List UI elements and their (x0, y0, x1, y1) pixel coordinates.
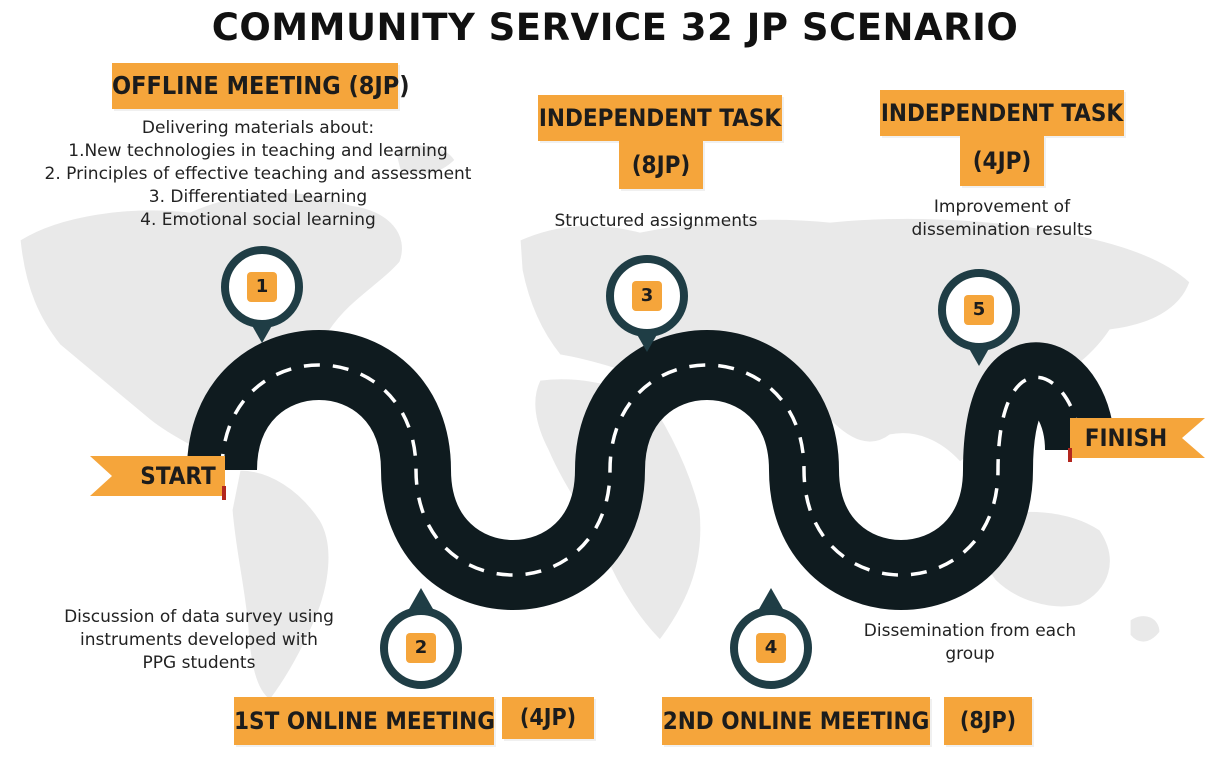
step-4-number: 4 (756, 633, 786, 663)
step-5-number: 5 (964, 295, 994, 325)
step-3-number: 3 (632, 281, 662, 311)
step-3-description: Structured assignments (554, 211, 758, 231)
step-1-title: OFFLINE MEETING (8JP) (112, 63, 410, 109)
step-1-number: 1 (247, 272, 277, 302)
step-4-title: 2ND ONLINE MEETING (662, 697, 930, 745)
step-4-hours: (8JP) (944, 697, 1032, 745)
step-1-description: Delivering materials about: 1.New techno… (44, 118, 472, 230)
step-4-description: Dissemination from each group (863, 621, 1077, 664)
step-2-description: Discussion of data survey using instrume… (64, 607, 334, 673)
step-2-number: 2 (406, 633, 436, 663)
step-5-description: Improvement of dissemination results (911, 197, 1093, 240)
finish-flag-shape (1068, 418, 1205, 462)
step-5-title: INDEPENDENT TASK (880, 90, 1124, 136)
step-2-title: 1ST ONLINE MEETING (234, 697, 495, 745)
step-2-hours: (4JP) (502, 697, 594, 739)
start-flag-shape (90, 456, 226, 500)
start-label: START (140, 462, 216, 490)
step-5-hours: (4JP) (960, 136, 1044, 186)
winding-road (187, 330, 1115, 610)
step-3-hours: (8JP) (619, 141, 703, 189)
world-map-background (19, 144, 1191, 701)
page-title: COMMUNITY SERVICE 32 JP SCENARIO (211, 6, 1019, 49)
finish-label: FINISH (1084, 424, 1168, 452)
step-3-title: INDEPENDENT TASK (538, 95, 782, 141)
